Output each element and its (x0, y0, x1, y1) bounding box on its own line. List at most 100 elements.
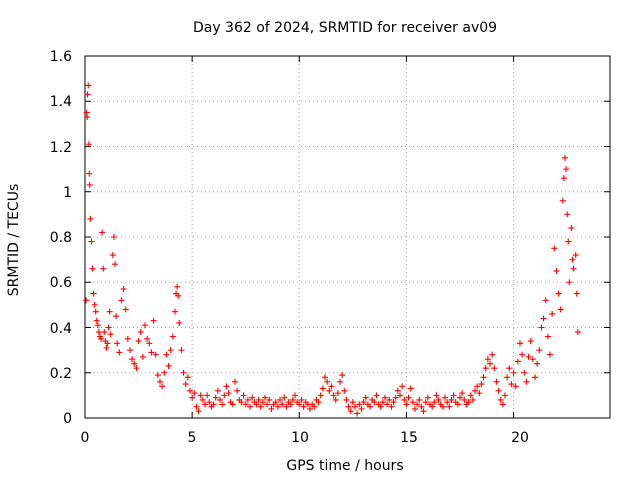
data-point (225, 390, 232, 397)
data-point (343, 396, 350, 403)
data-point (90, 290, 97, 297)
y-tick-label: 1.6 (50, 49, 72, 65)
data-point (214, 387, 221, 394)
data-point (142, 322, 148, 329)
data-point (560, 175, 567, 182)
data-point (491, 365, 498, 372)
data-point (540, 315, 547, 322)
data-point (219, 401, 226, 408)
grid-lines (85, 56, 610, 418)
data-point (86, 181, 93, 188)
data-point (517, 340, 523, 347)
data-point (493, 378, 500, 385)
data-point (289, 396, 296, 403)
data-point (337, 378, 343, 385)
data-point (199, 396, 206, 403)
data-point (257, 403, 264, 410)
data-point (103, 344, 110, 351)
data-point (332, 396, 339, 403)
data-point (476, 390, 483, 397)
data-point (112, 261, 118, 268)
data-point (324, 378, 331, 385)
data-point (217, 396, 223, 403)
data-point (187, 387, 193, 394)
data-point (144, 335, 151, 342)
data-point (495, 387, 502, 394)
data-point (133, 365, 140, 372)
data-point (85, 141, 92, 148)
data-point (277, 396, 283, 403)
data-point (362, 394, 369, 401)
data-point (174, 283, 181, 290)
data-point (116, 349, 123, 356)
data-point (307, 405, 313, 412)
data-point (565, 238, 572, 245)
data-point (300, 403, 307, 410)
data-point (317, 392, 324, 399)
x-axis-label: GPS time / hours (286, 458, 403, 474)
data-point (422, 399, 429, 406)
data-point (210, 401, 217, 408)
data-point (489, 351, 496, 358)
data-point (553, 267, 560, 274)
data-point (559, 197, 566, 204)
data-point (167, 347, 174, 354)
data-point (563, 166, 570, 173)
data-point (416, 396, 423, 403)
data-point (349, 399, 356, 406)
data-point (345, 403, 352, 410)
data-point (360, 399, 367, 406)
data-point (238, 399, 245, 406)
data-point (478, 381, 485, 388)
data-point (189, 394, 196, 401)
data-point (264, 401, 271, 408)
data-point (504, 374, 511, 381)
data-point (465, 399, 472, 406)
data-point (480, 374, 487, 381)
data-point (176, 319, 183, 326)
data-point (249, 394, 256, 401)
data-point (547, 351, 553, 358)
data-point (169, 333, 176, 340)
y-tick-label: 1.4 (50, 94, 72, 110)
data-point (551, 245, 558, 252)
data-point (405, 394, 412, 401)
data-point (472, 387, 478, 394)
data-point (394, 387, 401, 394)
data-point (105, 324, 112, 331)
data-point (298, 396, 305, 403)
chart-title: Day 362 of 2024, SRMTID for receiver av0… (193, 20, 497, 36)
data-point (461, 396, 468, 403)
data-point (104, 340, 111, 347)
data-point (382, 394, 388, 401)
data-point (118, 297, 125, 304)
data-point (98, 335, 105, 342)
data-point (244, 396, 251, 403)
data-point (457, 394, 463, 401)
data-point (83, 297, 90, 304)
data-point (287, 401, 294, 408)
axis-ticks (84, 55, 610, 419)
data-point (510, 369, 517, 376)
y-tick-label: 1.2 (50, 140, 72, 156)
data-point (339, 372, 346, 379)
data-point (459, 390, 466, 397)
data-point (127, 347, 133, 354)
data-point (178, 347, 185, 354)
data-point (247, 403, 253, 410)
data-point (161, 369, 168, 376)
data-point (519, 351, 526, 358)
data-point (266, 396, 273, 403)
y-tick-label: 0.6 (50, 275, 72, 291)
data-point (85, 82, 92, 89)
data-point (154, 372, 161, 379)
data-point (450, 392, 457, 399)
data-point (564, 211, 571, 218)
data-point (253, 401, 260, 408)
data-point (84, 91, 91, 98)
data-point (262, 394, 268, 401)
data-point (296, 401, 303, 408)
data-point (326, 387, 333, 394)
data-point (448, 396, 455, 403)
data-point (184, 374, 191, 381)
